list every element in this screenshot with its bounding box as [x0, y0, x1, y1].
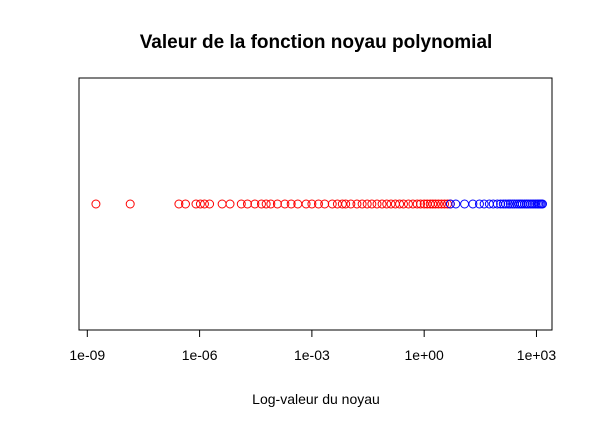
red-data-point — [386, 199, 396, 209]
red-data-point — [195, 199, 205, 209]
blue-data-point — [505, 199, 515, 209]
blue-data-point — [488, 199, 498, 209]
blue-data-point — [468, 199, 478, 209]
red-data-point — [416, 199, 426, 209]
red-data-point — [266, 199, 276, 209]
chart-title: Valeur de la fonction noyau polynomial — [140, 32, 493, 53]
blue-data-point — [538, 199, 548, 209]
red-data-point — [377, 199, 387, 209]
red-data-point — [362, 199, 372, 209]
red-data-point — [242, 199, 252, 209]
x-tick-label: 1e+00 — [405, 347, 445, 363]
red-data-point — [320, 199, 330, 209]
red-data-point — [91, 199, 101, 209]
red-data-point — [217, 199, 227, 209]
blue-data-point — [474, 199, 484, 209]
blue-data-point — [460, 199, 470, 209]
red-data-point — [301, 199, 311, 209]
x-axis: 1e-09 1e-06 1e-03 1e+00 1e+03 — [69, 329, 557, 363]
red-data-point — [180, 199, 190, 209]
red-data-point — [436, 199, 446, 209]
red-data-point — [403, 199, 413, 209]
data-points — [91, 199, 548, 209]
red-data-point — [307, 199, 317, 209]
red-data-point — [419, 199, 429, 209]
red-data-point — [352, 199, 362, 209]
x-tick-label: 1e-09 — [69, 347, 105, 363]
x-tick-label: 1e+03 — [517, 347, 557, 363]
blue-data-point — [451, 199, 461, 209]
red-data-point — [199, 199, 209, 209]
blue-data-point — [479, 199, 489, 209]
red-data-point — [225, 199, 235, 209]
red-data-point — [125, 199, 135, 209]
red-data-point — [433, 199, 443, 209]
red-data-point — [256, 199, 266, 209]
red-data-point — [327, 199, 337, 209]
red-data-point — [286, 199, 296, 209]
x-tick-label: 1e-03 — [294, 347, 330, 363]
red-data-point — [430, 199, 440, 209]
red-data-point — [367, 199, 377, 209]
red-data-point — [398, 199, 408, 209]
red-data-point — [337, 199, 347, 209]
red-data-point — [372, 199, 382, 209]
x-tick-label: 1e-06 — [182, 347, 218, 363]
red-data-point — [205, 199, 215, 209]
blue-data-point — [503, 199, 513, 209]
red-data-point — [357, 199, 367, 209]
red-data-point — [395, 199, 405, 209]
red-data-point — [346, 199, 356, 209]
red-data-point — [250, 199, 260, 209]
red-data-point — [412, 199, 422, 209]
blue-data-point — [498, 199, 508, 209]
red-data-point — [428, 199, 438, 209]
blue-data-point — [501, 199, 511, 209]
x-axis-title: Log-valeur du noyau — [252, 391, 380, 407]
red-data-point — [261, 199, 271, 209]
red-data-point — [341, 199, 351, 209]
red-data-point — [272, 199, 282, 209]
red-data-point — [280, 199, 290, 209]
red-data-point — [440, 199, 450, 209]
red-data-point — [191, 199, 201, 209]
blue-data-point — [445, 199, 455, 209]
red-data-point — [313, 199, 323, 209]
red-data-point — [236, 199, 246, 209]
red-data-point — [382, 199, 392, 209]
red-data-point — [174, 199, 184, 209]
